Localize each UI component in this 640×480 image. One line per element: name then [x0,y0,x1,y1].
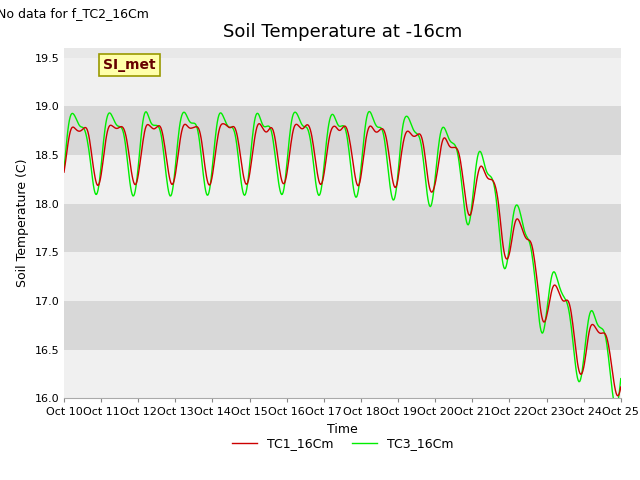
Text: No data for f_TC2_16Cm: No data for f_TC2_16Cm [0,7,149,20]
Legend: TC1_16Cm, TC3_16Cm: TC1_16Cm, TC3_16Cm [227,432,458,455]
TC1_16Cm [411,133,419,139]
Bar [64,58,621,107]
TC3_16Cm [365,108,373,114]
TC1_16Cm [127,168,135,174]
TC3_16Cm [612,404,620,410]
Bar [64,252,621,301]
TC1_16Cm [255,121,263,127]
TC3_16Cm [214,119,221,125]
TC1_16Cm [70,125,78,131]
Line: TC3_16Cm: TC3_16Cm [64,111,621,407]
TC1_16Cm [428,189,435,195]
TC1_16Cm [184,124,192,130]
TC3_16Cm [411,129,419,135]
Text: SI_met: SI_met [103,58,156,72]
Title: Soil Temperature at -16cm: Soil Temperature at -16cm [223,23,462,41]
TC3_16Cm [617,376,625,382]
Bar [64,155,621,204]
TC1_16Cm [214,137,221,143]
Bar [64,301,621,350]
X-axis label: Time: Time [327,423,358,436]
TC1_16Cm [614,393,621,399]
TC3_16Cm [184,116,192,121]
Bar [64,350,621,398]
TC1_16Cm [617,384,625,390]
TC3_16Cm [60,167,68,172]
TC1_16Cm [60,169,68,175]
Bar [64,107,621,155]
Bar [64,204,621,252]
TC3_16Cm [70,112,78,118]
TC3_16Cm [428,203,435,209]
TC3_16Cm [127,189,135,194]
Line: TC1_16Cm: TC1_16Cm [64,124,621,396]
Y-axis label: Soil Temperature (C): Soil Temperature (C) [16,159,29,288]
